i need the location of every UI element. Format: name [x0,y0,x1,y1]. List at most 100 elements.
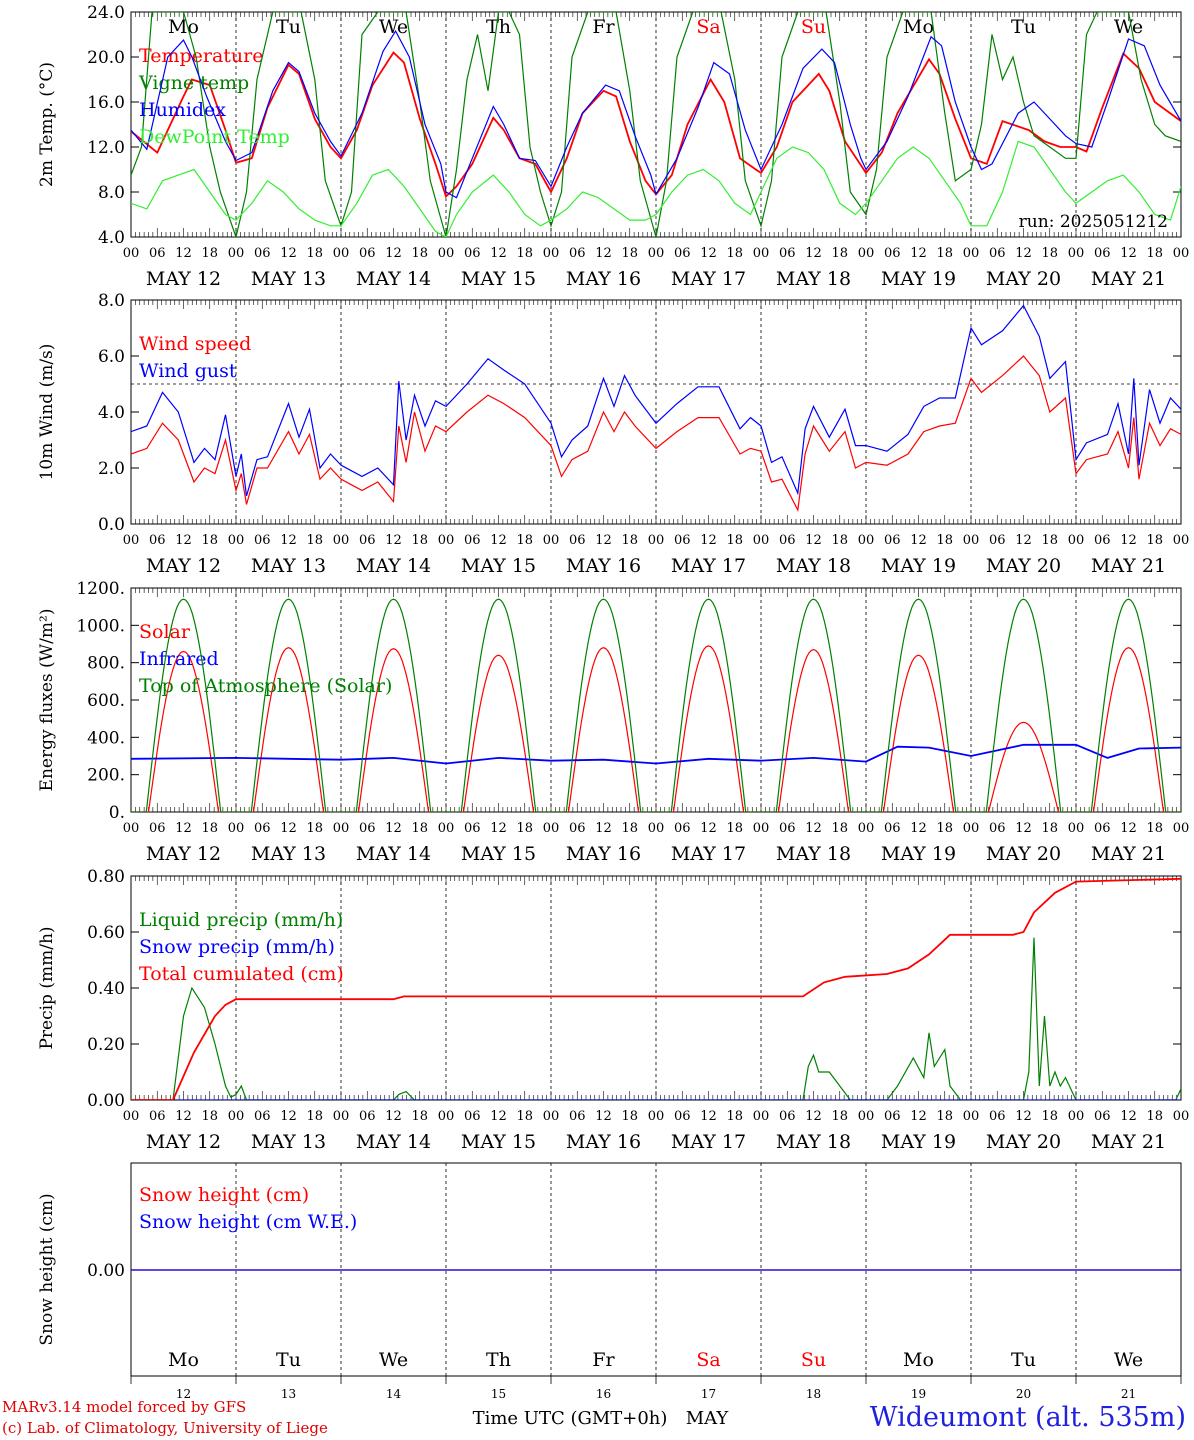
weekday-label: We [1114,16,1143,38]
hour-label: 12 [595,533,612,548]
hour-label: 06 [149,1109,166,1124]
hour-label: 00 [1068,246,1085,261]
date-label: MAY 21 [1091,268,1166,290]
hour-label: 12 [1015,1109,1032,1124]
hour-label: 00 [333,821,350,836]
weekday-label: Mo [903,16,934,38]
weekday-label: Tu [276,1349,301,1371]
hour-label: 12 [280,533,297,548]
hour-label: 00 [963,1109,980,1124]
date-label: MAY 16 [566,268,641,290]
hour-label: 00 [753,1109,770,1124]
y-tick-label: 800. [87,654,125,674]
y-tick-label: 4.0 [98,228,125,248]
legend-entry: Temperature [139,45,263,67]
date-label: MAY 20 [986,1131,1061,1153]
legend-entry: Snow precip (mm/h) [139,936,335,958]
weekday-label: Sa [696,1349,720,1371]
legend-entry: Infrared [139,648,219,670]
hour-label: 06 [254,821,271,836]
hour-label: 00 [648,533,665,548]
station-label: Wideumont (alt. 535m) [869,1402,1186,1433]
hour-label: 12 [805,533,822,548]
series-line [131,355,1181,512]
weekday-label: Fr [592,16,615,38]
panel-1: 4.0 8.0 12.0 16.0 20.0 24.0 2m Temp. (°C) 00 06 1… [37,3,1189,290]
date-label: MAY 19 [881,843,956,865]
y-axis-title: Energy fluxes (W/m²) [37,609,57,792]
hour-label: 12 [1120,1109,1137,1124]
date-label: MAY 12 [146,555,221,577]
y-tick-label: 0. [109,803,125,823]
hour-label: 06 [1094,533,1111,548]
legend-entry: Wind speed [139,333,251,355]
hour-label: 00 [963,246,980,261]
hour-label: 18 [411,821,428,836]
hour-label: 00 [648,246,665,261]
day-number-label: 21 [1121,1387,1136,1401]
hour-label: 06 [674,1109,691,1124]
hour-label: 12 [175,821,192,836]
hour-label: 12 [490,821,507,836]
y-tick-label: 8.0 [98,291,125,311]
hour-label: 18 [516,1109,533,1124]
weekday-label: Su [801,1349,826,1371]
hour-label: 12 [385,533,402,548]
weekday-label: Tu [1011,1349,1036,1371]
weekday-label: We [1114,1349,1143,1371]
y-axis-title: 2m Temp. (°C) [37,62,57,187]
series-line [131,645,1181,812]
date-label: MAY 17 [671,843,746,865]
date-label: MAY 21 [1091,843,1166,865]
day-number-label: 19 [911,1387,926,1401]
hour-label: 12 [805,1109,822,1124]
hour-label: 00 [648,821,665,836]
day-number-label: 20 [1016,1387,1031,1401]
y-tick-label: 1200. [76,579,125,599]
hour-label: 12 [1015,533,1032,548]
hour-label: 00 [228,246,245,261]
weekday-label: We [379,1349,408,1371]
hour-label: 12 [910,246,927,261]
hour-label: 06 [989,246,1006,261]
date-label: MAY 12 [146,268,221,290]
hour-label: 12 [385,1109,402,1124]
hour-label: 12 [1015,821,1032,836]
date-label: MAY 12 [146,843,221,865]
series-line [131,304,1181,497]
panel-frame [130,11,1182,238]
hour-label: 06 [884,246,901,261]
day-number-label: 17 [701,1387,716,1401]
legend-entry: Snow height (cm W.E.) [139,1211,357,1233]
hour-label: 00 [1173,1109,1190,1124]
day-number-label: 14 [386,1387,402,1401]
hour-label: 00 [543,533,560,548]
panel-4: 0.00 0.20 0.40 0.60 0.80 Precip (mm/h) 00 06 12 1… [37,867,1189,1153]
hour-label: 00 [963,821,980,836]
date-label: MAY 15 [461,843,536,865]
y-tick-label: 4.0 [98,403,125,423]
hour-label: 06 [464,821,481,836]
hour-label: 06 [1094,246,1111,261]
hour-label: 00 [333,1109,350,1124]
hour-label: 00 [228,821,245,836]
hour-label: 18 [1146,1109,1163,1124]
weekday-label: Tu [276,16,301,38]
hour-label: 12 [280,821,297,836]
weekday-label: Sa [696,16,720,38]
hour-label: 06 [989,821,1006,836]
hour-label: 06 [149,246,166,261]
hour-label: 12 [700,1109,717,1124]
hour-label: 12 [700,533,717,548]
hour-label: 12 [595,821,612,836]
hour-label: 18 [831,533,848,548]
hour-label: 18 [621,533,638,548]
y-tick-label: 400. [87,728,125,748]
legend-entry: Top of Atmosphere (Solar) [139,675,392,697]
hour-label: 06 [359,1109,376,1124]
hour-label: 12 [175,533,192,548]
day-number-label: 13 [281,1387,296,1401]
weekday-label: Fr [592,1349,615,1371]
hour-label: 00 [438,821,455,836]
